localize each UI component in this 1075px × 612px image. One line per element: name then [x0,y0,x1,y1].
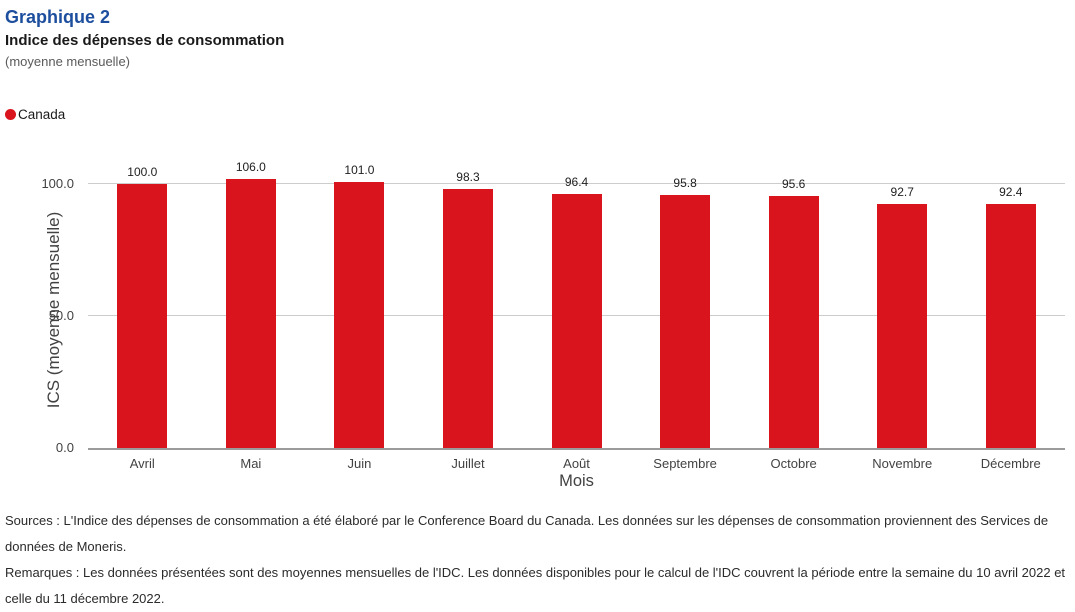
bar-value-label: 106.0 [235,160,266,174]
legend-circle-icon [5,108,16,120]
bar-value-label: 101.0 [344,162,375,177]
y-tick-label: 50.0 [48,308,74,324]
bar-octobre [768,195,819,448]
footnotes: Sources : L'Indice des dépenses de conso… [5,508,1067,612]
bar-band-septembre: 95.8 [631,160,740,448]
x-tick-label-juillet: Juillet [451,456,485,471]
bar-band-avril: 100.0 [88,160,197,448]
bars-container: 100.0 106.0 101.0 98.3 96.4 95.8 95.6 92.7 92.4 [88,160,1065,448]
x-axis-title: Mois [559,472,594,490]
bar-value-label: 98.3 [456,169,480,184]
x-tick-label-décembre: Décembre [980,456,1041,471]
bar-band-décembre: 92.4 [957,160,1066,448]
bar-avril [117,184,168,448]
chart-title: Indice des dépenses de consommation [5,32,285,49]
x-tick-label-juin: Juin [347,456,372,471]
bar-décembre [985,204,1036,448]
y-tick-label: 0.0 [55,440,74,455]
bar-novembre [877,203,928,448]
bar-value-label: 95.6 [781,176,806,191]
x-tick-label-mai: Mai [240,456,262,471]
legend: Canada [5,106,1070,122]
bar-value-label: 92.7 [890,184,914,199]
x-tick-label-octobre: Octobre [770,456,817,471]
bar-band-août: 96.4 [522,160,631,448]
remarks-note: Remarques : Les données présentées sont … [5,565,1066,606]
bar-band-mai: 106.0 [197,160,306,448]
x-tick-label-avril: Avril [129,456,155,471]
sources-note: Sources : L'Indice des dépenses de conso… [5,513,1049,554]
chart-subtitle: (moyenne mensuelle) [5,54,131,69]
bar-value-label: 100.0 [127,165,158,180]
bar-band-novembre: 92.7 [848,160,957,448]
bar-band-juin: 101.0 [305,160,414,448]
x-tick-label-août: Août [563,456,590,471]
legend-label-canada: Canada [18,106,66,122]
bar-août [551,193,602,448]
bar-value-label: 92.4 [999,185,1023,200]
bar-band-octobre: 95.6 [739,160,848,448]
bar-juin [334,181,385,448]
gridline-100 [88,183,1065,185]
x-tick-label-novembre: Novembre [872,456,933,471]
plot-area: 0.0 50.0 100.0 100.0 106.0 101.0 98.3 96.4 95.8 9… [41,160,1065,455]
bar-septembre [660,195,711,448]
chart-number-heading: Graphique 2 [5,7,111,27]
bar-mai [225,179,276,448]
bar-value-label: 96.4 [564,174,589,189]
x-tick-label-septembre: Septembre [653,456,717,471]
y-tick-label: 100.0 [41,176,74,192]
bar-juillet [442,188,493,448]
bar-value-label: 95.8 [673,176,697,191]
bar-band-juillet: 98.3 [414,160,523,448]
x-axis-labels: Avril Mai Juin Juillet Août Septembre Octobre N… [88,456,1065,471]
